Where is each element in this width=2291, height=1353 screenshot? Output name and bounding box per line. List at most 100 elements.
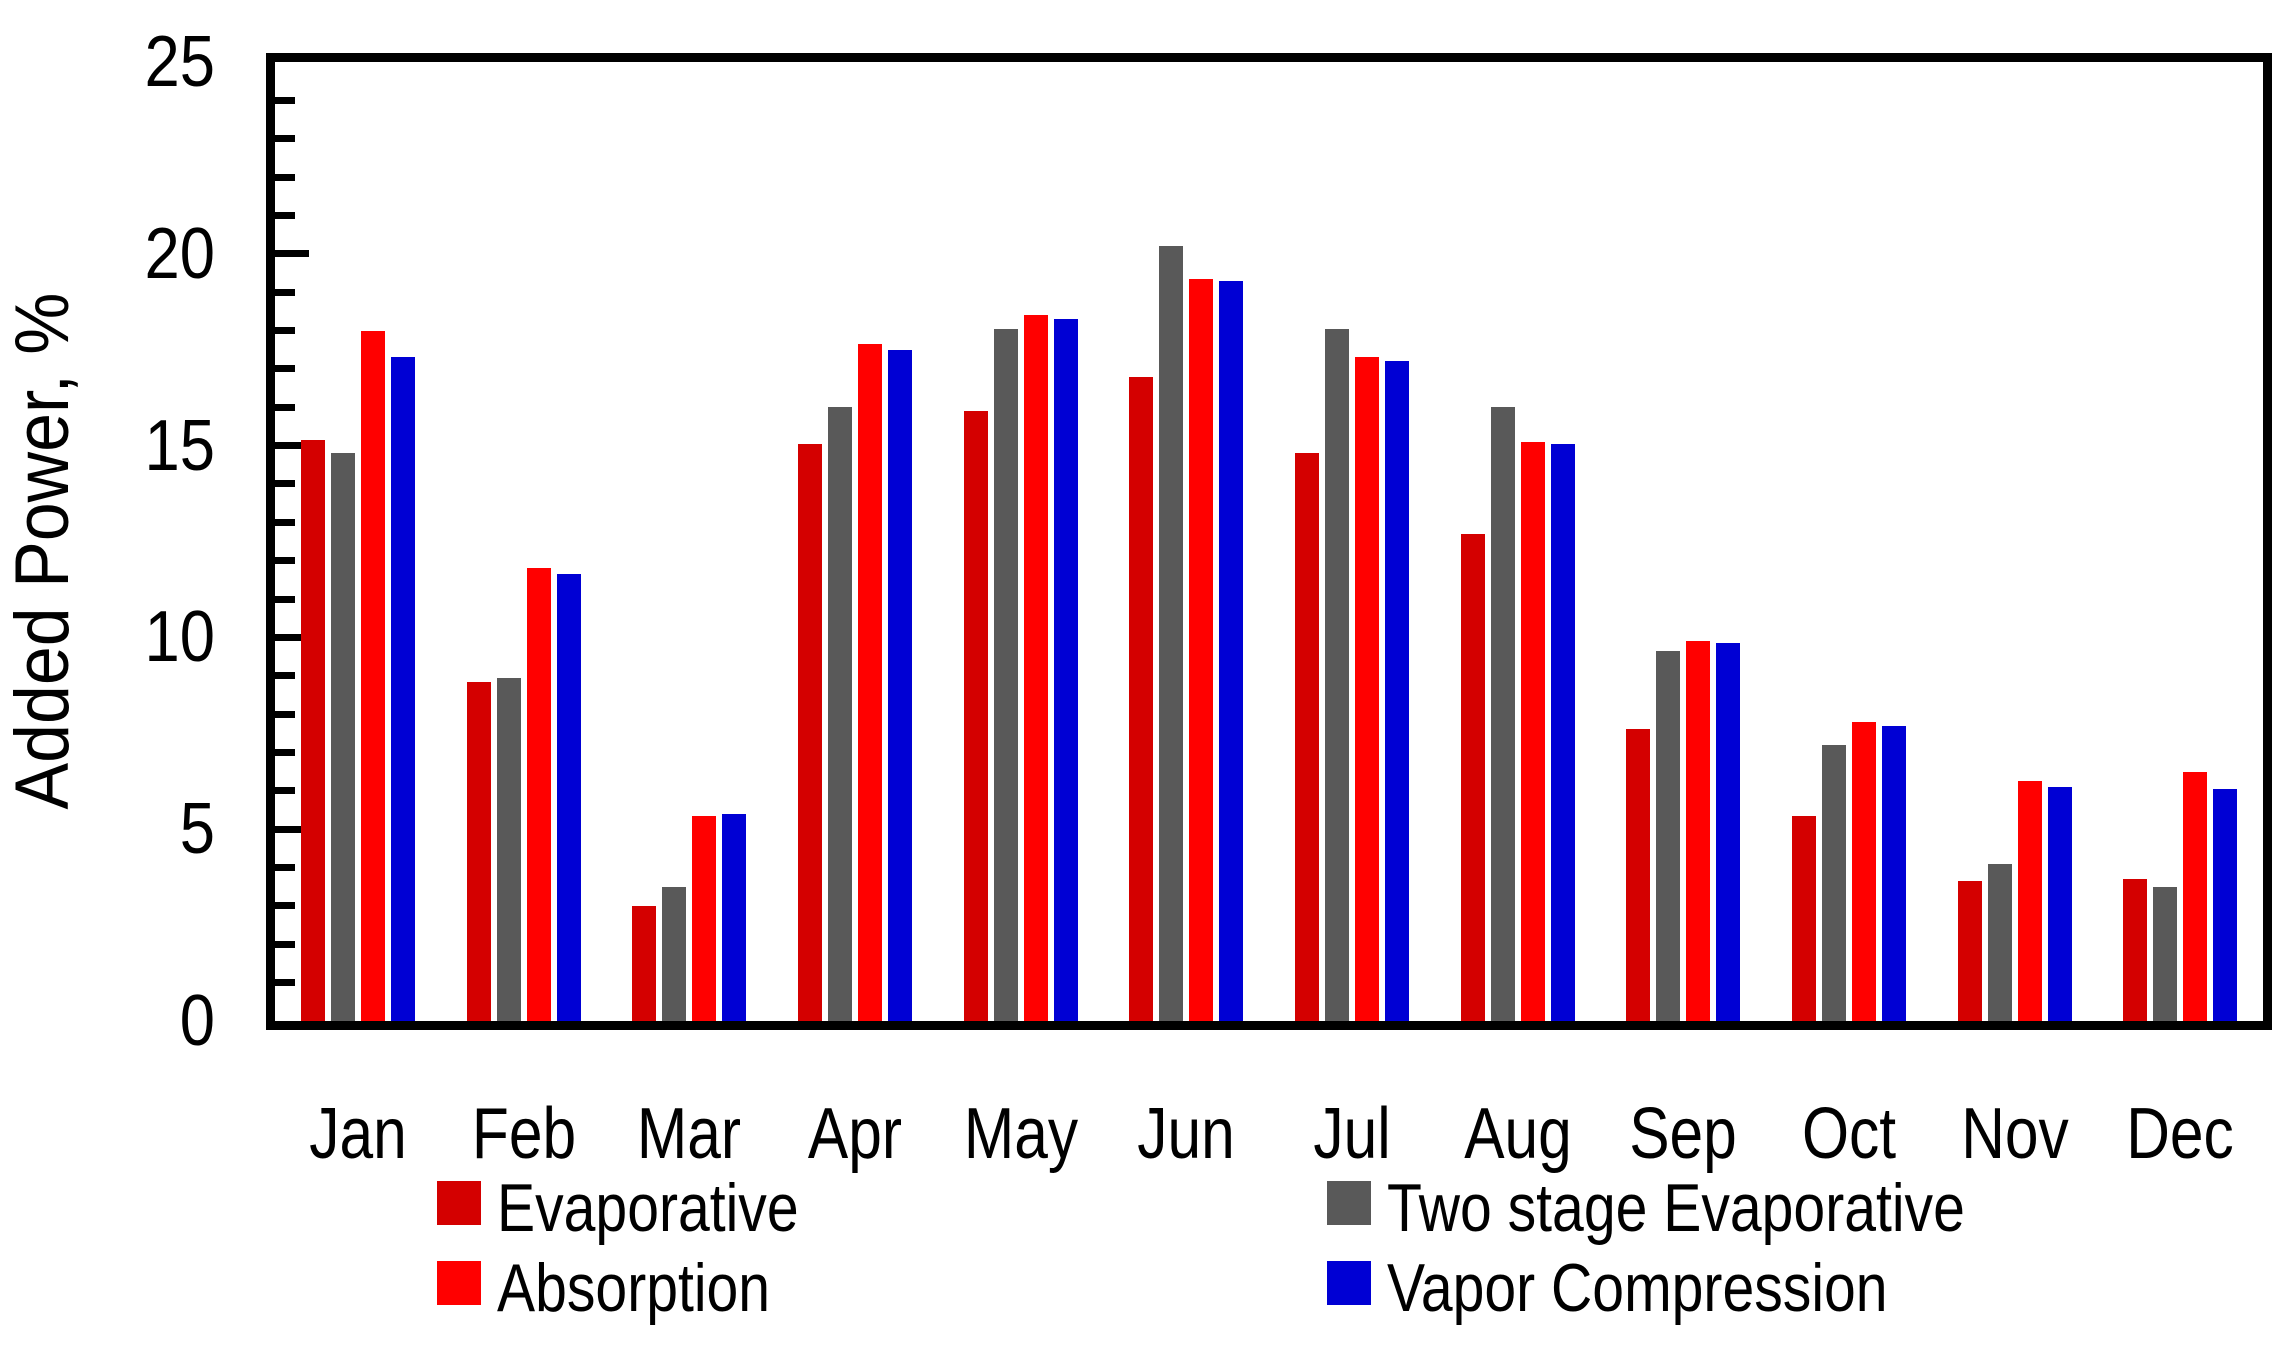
legend-swatch-absorption xyxy=(437,1261,481,1305)
y-minor-tick-17 xyxy=(275,365,295,373)
y-minor-tick-1 xyxy=(275,979,295,987)
bar-absorption-jun xyxy=(1189,278,1214,1021)
bar-two-stage-evaporative-mar xyxy=(662,886,687,1021)
y-minor-tick-12 xyxy=(275,557,295,565)
y-major-tick-5 xyxy=(275,825,309,833)
y-tick-label-10: 10 xyxy=(144,597,215,678)
x-tick-label-nov: Nov xyxy=(1960,1094,2069,1174)
bar-evaporative-jan xyxy=(300,439,325,1021)
legend-label: Vapor Compression xyxy=(1387,1250,1888,1326)
legend-label: Absorption xyxy=(497,1250,771,1326)
bar-vapor-compression-may xyxy=(1053,319,1078,1021)
y-minor-tick-3 xyxy=(275,902,295,910)
y-minor-tick-23 xyxy=(275,135,295,143)
y-minor-tick-9 xyxy=(275,672,295,680)
bar-two-stage-evaporative-dec xyxy=(2153,886,2178,1021)
y-major-tick-10 xyxy=(275,633,309,641)
y-tick-label-20: 20 xyxy=(144,213,215,294)
bar-two-stage-evaporative-apr xyxy=(827,407,852,1021)
bar-absorption-aug xyxy=(1520,441,1545,1021)
x-tick-label-jun: Jun xyxy=(1137,1094,1235,1174)
bar-vapor-compression-aug xyxy=(1550,443,1575,1021)
x-tick-label-feb: Feb xyxy=(471,1094,576,1174)
y-minor-tick-11 xyxy=(275,595,295,603)
bar-vapor-compression-apr xyxy=(887,349,912,1021)
y-minor-tick-13 xyxy=(275,518,295,526)
plot-area xyxy=(266,53,2272,1030)
y-minor-tick-24 xyxy=(275,96,295,104)
bar-absorption-jan xyxy=(360,330,385,1021)
bar-vapor-compression-jun xyxy=(1219,280,1244,1021)
legend-label: Two stage Evaporative xyxy=(1387,1170,1965,1246)
y-major-tick-20 xyxy=(275,250,309,258)
y-tick-label-15: 15 xyxy=(144,405,215,486)
bar-two-stage-evaporative-aug xyxy=(1490,407,1515,1021)
bar-absorption-nov xyxy=(2017,781,2042,1021)
bar-vapor-compression-oct xyxy=(1881,725,1906,1021)
bar-absorption-apr xyxy=(857,343,882,1021)
bar-absorption-feb xyxy=(526,568,551,1021)
y-minor-tick-14 xyxy=(275,480,295,488)
bar-evaporative-may xyxy=(963,411,988,1021)
bar-two-stage-evaporative-sep xyxy=(1656,650,1681,1021)
x-tick-label-jan: Jan xyxy=(309,1094,407,1174)
y-minor-tick-7 xyxy=(275,748,295,756)
bar-evaporative-jun xyxy=(1129,376,1154,1021)
x-tick-label-jul: Jul xyxy=(1313,1094,1391,1174)
bar-two-stage-evaporative-may xyxy=(993,328,1018,1021)
y-tick-label-5: 5 xyxy=(179,789,215,870)
x-tick-label-dec: Dec xyxy=(2126,1094,2234,1174)
bar-absorption-mar xyxy=(692,815,717,1021)
y-minor-tick-6 xyxy=(275,787,295,795)
bar-absorption-dec xyxy=(2183,771,2208,1021)
bar-vapor-compression-nov xyxy=(2047,787,2072,1021)
bar-two-stage-evaporative-jan xyxy=(330,453,355,1021)
bar-vapor-compression-sep xyxy=(1716,643,1741,1021)
bar-evaporative-feb xyxy=(466,681,491,1021)
x-tick-label-may: May xyxy=(963,1094,1078,1174)
x-tick-label-oct: Oct xyxy=(1801,1094,1896,1174)
y-minor-tick-18 xyxy=(275,327,295,335)
bar-evaporative-dec xyxy=(2123,879,2148,1021)
bar-evaporative-nov xyxy=(1957,881,1982,1021)
bar-evaporative-jul xyxy=(1294,453,1319,1021)
legend-swatch-two-stage-evaporative xyxy=(1327,1181,1371,1225)
bar-evaporative-mar xyxy=(632,905,657,1021)
legend-swatch-vapor-compression xyxy=(1327,1261,1371,1305)
y-minor-tick-8 xyxy=(275,710,295,718)
x-tick-label-aug: Aug xyxy=(1463,1094,1572,1174)
y-tick-label-0: 0 xyxy=(179,981,215,1061)
bar-vapor-compression-mar xyxy=(722,813,747,1021)
legend-swatch-evaporative xyxy=(437,1181,481,1225)
x-tick-label-sep: Sep xyxy=(1629,1094,1737,1174)
bar-absorption-oct xyxy=(1851,721,1876,1021)
bar-absorption-jul xyxy=(1354,357,1379,1021)
bar-vapor-compression-jul xyxy=(1384,361,1409,1021)
y-minor-tick-22 xyxy=(275,173,295,181)
bar-two-stage-evaporative-feb xyxy=(496,677,521,1021)
y-axis-tick-labels: 0 5 10 15 20 25 xyxy=(0,0,215,1353)
bar-evaporative-oct xyxy=(1791,815,1816,1021)
legend-label: Evaporative xyxy=(497,1170,799,1246)
bar-evaporative-apr xyxy=(797,443,822,1021)
x-tick-label-mar: Mar xyxy=(637,1094,742,1174)
bar-vapor-compression-jan xyxy=(390,357,415,1021)
bar-vapor-compression-feb xyxy=(556,574,581,1021)
y-minor-tick-21 xyxy=(275,211,295,219)
x-tick-label-apr: Apr xyxy=(807,1094,902,1174)
bar-vapor-compression-dec xyxy=(2213,788,2238,1021)
y-major-tick-15 xyxy=(275,442,309,450)
bar-absorption-may xyxy=(1023,315,1048,1021)
bar-two-stage-evaporative-jun xyxy=(1159,246,1184,1021)
bar-two-stage-evaporative-oct xyxy=(1821,744,1846,1021)
y-minor-tick-4 xyxy=(275,864,295,872)
y-tick-label-25: 25 xyxy=(144,22,215,102)
y-minor-tick-2 xyxy=(275,940,295,948)
bar-absorption-sep xyxy=(1686,641,1711,1021)
bar-evaporative-aug xyxy=(1460,533,1485,1021)
bar-two-stage-evaporative-nov xyxy=(1987,863,2012,1021)
bar-evaporative-sep xyxy=(1626,729,1651,1021)
y-minor-tick-19 xyxy=(275,288,295,296)
y-minor-tick-16 xyxy=(275,403,295,411)
